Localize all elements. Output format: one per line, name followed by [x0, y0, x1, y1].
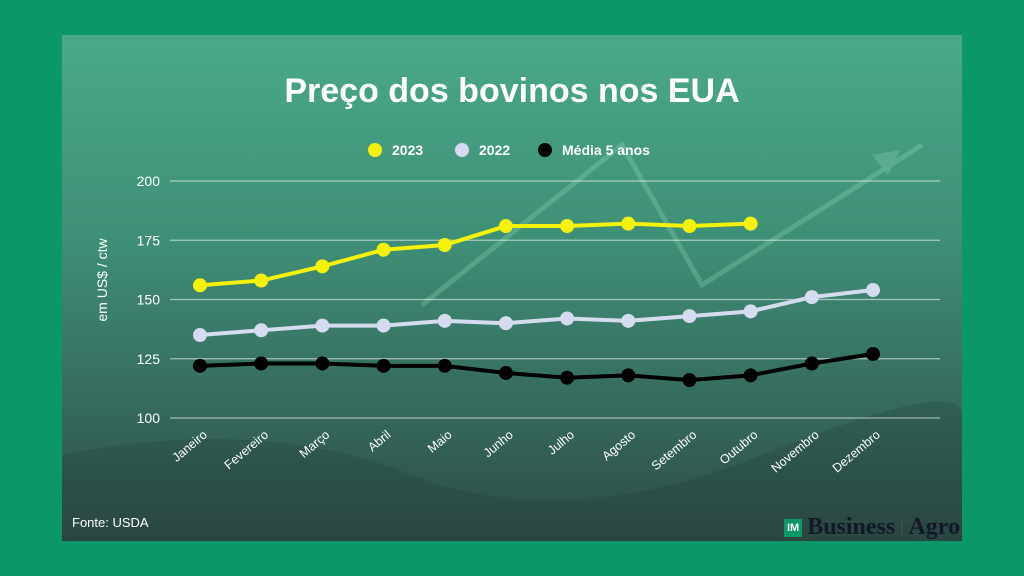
- background-decoration: [62, 141, 962, 541]
- data-point: [315, 356, 330, 371]
- data-point: [498, 365, 513, 380]
- logo: IM Business | Agro: [783, 514, 960, 541]
- data-point: [315, 259, 330, 274]
- x-tick-label: Julho: [545, 428, 577, 458]
- data-point: [743, 368, 758, 383]
- line-chart: Preço dos bovinos nos EUA 2023 2022 Média …: [62, 72, 962, 541]
- data-point: [743, 216, 758, 231]
- data-point: [193, 278, 207, 293]
- data-point: [437, 313, 452, 328]
- legend-label: Média 5 anos: [562, 142, 650, 158]
- legend: 2023 2022 Média 5 anos: [368, 142, 650, 158]
- data-point: [804, 356, 819, 371]
- data-point: [498, 316, 513, 331]
- x-tick-label: Maio: [425, 428, 455, 456]
- data-point: [682, 309, 697, 324]
- x-tick-label: Abril: [365, 428, 393, 455]
- logo-section: Agro: [908, 514, 960, 540]
- series-1: [193, 283, 880, 343]
- data-point: [498, 219, 513, 234]
- data-point: [437, 237, 452, 252]
- data-point: [254, 356, 269, 371]
- data-point: [866, 283, 880, 298]
- data-point: [682, 219, 697, 234]
- data-point: [682, 373, 697, 388]
- x-tick-label: Setembro: [649, 428, 700, 474]
- y-tick-label: 200: [137, 173, 161, 189]
- logo-brand: Business: [807, 514, 896, 540]
- series-2: [193, 347, 880, 388]
- series-0: [193, 216, 758, 293]
- data-point: [193, 358, 207, 373]
- data-point: [315, 318, 330, 333]
- data-point: [376, 358, 391, 373]
- logo-separator: |: [900, 518, 904, 536]
- series-line: [199, 352, 874, 383]
- legend-label: 2023: [392, 142, 423, 158]
- legend-marker: [455, 143, 469, 157]
- x-tick-label: Junho: [481, 428, 516, 461]
- chart-panel: Preço dos bovinos nos EUA 2023 2022 Média …: [62, 35, 962, 541]
- y-tick-label: 150: [137, 292, 161, 308]
- data-point: [560, 311, 575, 326]
- y-tick-label: 175: [137, 232, 161, 248]
- data-point: [254, 273, 269, 288]
- logo-badge: IM: [783, 518, 803, 537]
- data-point: [437, 358, 452, 373]
- y-tick-label: 125: [137, 351, 161, 367]
- data-point: [621, 368, 636, 383]
- legend-label: 2022: [479, 142, 510, 158]
- x-tick-label: Agosto: [599, 428, 638, 464]
- legend-marker: [538, 143, 552, 157]
- y-tick-label: 100: [137, 410, 161, 426]
- series-line: [199, 221, 751, 288]
- data-point: [560, 219, 575, 234]
- data-point: [254, 323, 269, 338]
- series-line: [199, 288, 874, 338]
- data-point: [743, 304, 758, 319]
- data-point: [376, 242, 391, 257]
- data-point: [376, 318, 391, 333]
- legend-marker: [368, 143, 382, 157]
- data-point: [804, 290, 819, 305]
- y-axis-label: em US$ / ctw: [94, 237, 110, 321]
- source-note: Fonte: USDA: [72, 515, 149, 530]
- chart-title: Preço dos bovinos nos EUA: [284, 72, 739, 110]
- data-point: [866, 347, 880, 362]
- data-point: [193, 328, 207, 343]
- data-point: [560, 370, 575, 385]
- data-point: [621, 216, 636, 231]
- data-point: [621, 313, 636, 328]
